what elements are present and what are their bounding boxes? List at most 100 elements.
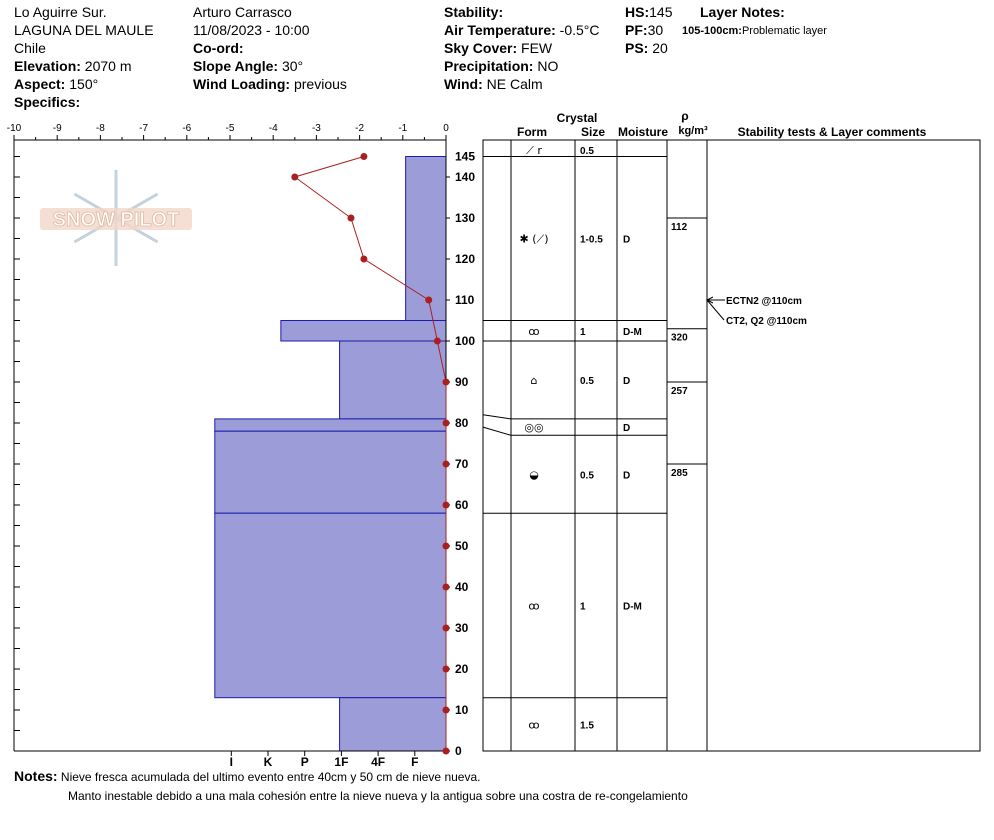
- crystal-form: ◒: [529, 468, 539, 481]
- slope-value: 30°: [281, 58, 304, 74]
- datetime: 11/08/2023 - 10:00: [193, 22, 310, 38]
- header-observer: Arturo Carrasco 11/08/2023 - 10:00 Co-or…: [193, 3, 347, 93]
- sky-value: FEW: [521, 40, 553, 56]
- moisture-header: Moisture: [618, 125, 668, 139]
- coord-label: Co-ord:: [193, 40, 244, 56]
- hardness-bar: [214, 430, 447, 514]
- temp-tick-label: 0: [443, 123, 449, 134]
- temperature-point: [442, 665, 450, 673]
- watermark: SNOW PILOT: [40, 170, 192, 266]
- temperature-point: [442, 460, 450, 468]
- crystal-moisture: D-M: [623, 601, 642, 612]
- hardness-tick-label: 1F: [334, 755, 348, 769]
- stability-test-pointer: [706, 299, 725, 321]
- notes-section: Notes: Nieve fresca acumulada del ultimo…: [14, 767, 688, 806]
- density-value: 285: [671, 468, 688, 479]
- hs-label: HS:: [625, 4, 650, 20]
- pf-label: PF:: [625, 22, 648, 38]
- wind-label: Wind:: [444, 76, 483, 92]
- hardness-tick-label: F: [411, 755, 418, 769]
- density-value: 257: [671, 386, 688, 397]
- height-tick-label: 145: [455, 150, 475, 164]
- layer-notes-label: Layer Notes:: [700, 4, 785, 20]
- crystal-size: 1: [580, 601, 586, 612]
- crystal-form: ꝏ: [528, 325, 539, 338]
- crystal-moisture: D: [623, 235, 630, 246]
- elevation-label: Elevation:: [14, 58, 81, 74]
- country: Chile: [14, 40, 46, 56]
- layer-note: 105-100cm:Problematic layer: [682, 22, 827, 40]
- hardness-bar: [339, 340, 447, 420]
- hardness-bar: [280, 320, 447, 342]
- temp-tick-label: -7: [139, 123, 148, 134]
- aspect-label: Aspect:: [14, 76, 66, 92]
- air-temp-value: -0.5°C: [559, 22, 600, 38]
- wind-loading-value: previous: [293, 76, 347, 92]
- hardness-bar: [405, 156, 447, 321]
- stability-label: Stability:: [444, 4, 504, 20]
- specifics-label: Specifics:: [14, 94, 81, 110]
- hardness-tick-label: K: [264, 755, 273, 769]
- height-tick-label: 20: [455, 662, 469, 676]
- notes-label: Notes:: [14, 768, 58, 784]
- layer-notes-label-wrap: Layer Notes:: [700, 3, 785, 21]
- hardness-layers: [214, 156, 447, 752]
- density-value: 112: [671, 222, 688, 233]
- watermark-text: SNOW PILOT: [53, 209, 180, 231]
- density-unit-header: kg/m³: [678, 125, 708, 137]
- observer: Arturo Carrasco: [193, 4, 292, 20]
- hardness-bar: [214, 418, 447, 432]
- stability-test-label: ECTN2 @110cm: [726, 296, 802, 307]
- crystal-size: 1.5: [580, 720, 594, 731]
- temperature-point: [425, 296, 433, 304]
- location: Lo Aguirre Sur.: [14, 4, 107, 20]
- temperature-point: [360, 153, 368, 160]
- layer-note-text: Problematic layer: [741, 25, 827, 37]
- height-tick-label: 90: [455, 375, 469, 389]
- layer-note-range: 105-100cm:: [682, 25, 742, 37]
- temperature-point: [442, 706, 450, 714]
- height-tick-label: 100: [455, 334, 475, 348]
- crystal-form: ⌂: [531, 374, 538, 387]
- wind-value: NE Calm: [486, 76, 543, 92]
- temp-tick-label: -1: [398, 123, 407, 134]
- notes-line-1: Nieve fresca acumulada del ultimo evento…: [60, 770, 481, 784]
- temp-tick-label: -2: [355, 123, 364, 134]
- height-tick-label: 130: [455, 211, 475, 225]
- slope-label: Slope Angle:: [193, 58, 279, 74]
- hardness-tick-label: I: [230, 755, 233, 769]
- left-link-line: [482, 426, 512, 436]
- temperature-point: [442, 501, 450, 509]
- height-tick-label: 80: [455, 416, 469, 430]
- height-tick-label: 30: [455, 621, 469, 635]
- left-link-line: [482, 414, 512, 420]
- height-tick-label: 50: [455, 539, 469, 553]
- hs-value: 145: [649, 4, 673, 20]
- crystal-moisture: D: [623, 423, 630, 434]
- height-tick-label: 110: [455, 293, 475, 307]
- height-tick-label: 70: [455, 457, 469, 471]
- precip-value: NO: [537, 58, 559, 74]
- crystal-form: ◎◎: [524, 421, 543, 434]
- header-snowdepth: HS:145 PF:30 PS: 20: [625, 3, 672, 57]
- height-tick-label: 0: [455, 744, 462, 758]
- height-tick-label: 60: [455, 498, 469, 512]
- crystal-moisture: D-M: [623, 327, 642, 338]
- temperature-point: [347, 214, 355, 222]
- comments-header: Stability tests & Layer comments: [738, 125, 927, 139]
- size-header: Size: [581, 125, 605, 139]
- crystal-size: 1-0.5: [580, 235, 603, 246]
- crystal-size: 0.5: [580, 376, 594, 387]
- crystal-size: 0.5: [580, 146, 594, 157]
- temp-tick-label: -3: [312, 123, 321, 134]
- wind-loading-label: Wind Loading:: [193, 76, 291, 92]
- temperature-point: [442, 378, 450, 386]
- height-tick-label: 40: [455, 580, 469, 594]
- temperature-profile: [291, 153, 450, 755]
- stability-test-label: CT2, Q2 @110cm: [726, 316, 807, 327]
- sky-label: Sky Cover:: [444, 40, 518, 56]
- hardness-tick-label: P: [301, 755, 309, 769]
- height-tick-label: 10: [455, 703, 469, 717]
- crystal-size: 0.5: [580, 470, 594, 481]
- hardness-tick-label: 4F: [371, 755, 385, 769]
